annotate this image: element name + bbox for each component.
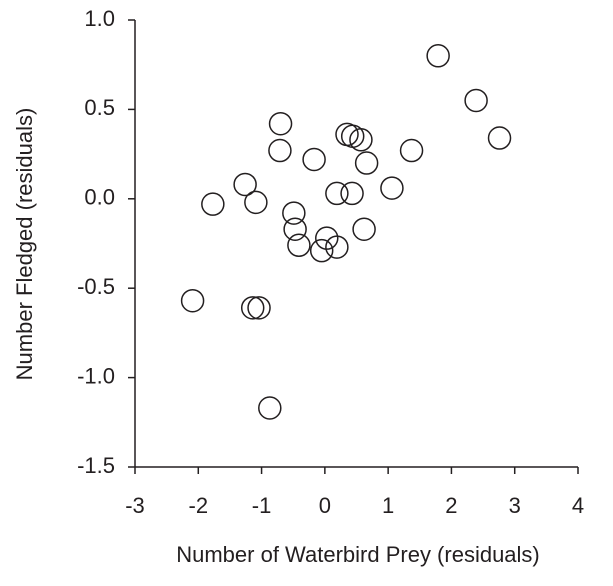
- point: [268, 111, 293, 136]
- point: [349, 128, 373, 152]
- point: [487, 126, 512, 150]
- x-tick-label: -1: [252, 493, 272, 518]
- point: [464, 88, 488, 113]
- y-axis-label: Number Fledged (residuals): [12, 108, 37, 381]
- x-tick-label: 3: [509, 493, 521, 518]
- point: [352, 217, 376, 241]
- point: [201, 192, 225, 216]
- point: [380, 176, 404, 200]
- y-tick-label: -0.5: [77, 274, 115, 299]
- point: [325, 235, 349, 259]
- y-tick-label: 0.0: [84, 185, 115, 210]
- point: [247, 296, 271, 320]
- point: [309, 238, 334, 263]
- point: [244, 190, 268, 215]
- point: [283, 217, 307, 241]
- point: [233, 172, 257, 197]
- point: [315, 226, 339, 250]
- point: [287, 233, 311, 258]
- point: [426, 44, 450, 68]
- x-tick-label: -3: [125, 493, 145, 518]
- point: [180, 288, 205, 313]
- point: [340, 181, 364, 206]
- x-tick-label: 2: [445, 493, 457, 518]
- point: [325, 181, 349, 206]
- x-tick-label: 4: [572, 493, 584, 518]
- point: [240, 296, 265, 320]
- point: [354, 151, 379, 175]
- y-tick-label: -1.5: [77, 453, 115, 478]
- y-tick-label: 1.0: [84, 6, 115, 31]
- x-tick-label: 1: [382, 493, 394, 518]
- point: [399, 138, 424, 163]
- point: [302, 147, 326, 172]
- y-tick-label: 0.5: [84, 95, 115, 120]
- point: [282, 201, 306, 225]
- x-axis-label: Number of Waterbird Prey (residuals): [176, 542, 540, 567]
- y-tick-label: -1.0: [77, 363, 115, 388]
- point: [268, 138, 292, 163]
- x-tick-label: -2: [189, 493, 209, 518]
- x-tick-label: 0: [319, 493, 331, 518]
- point: [258, 396, 282, 420]
